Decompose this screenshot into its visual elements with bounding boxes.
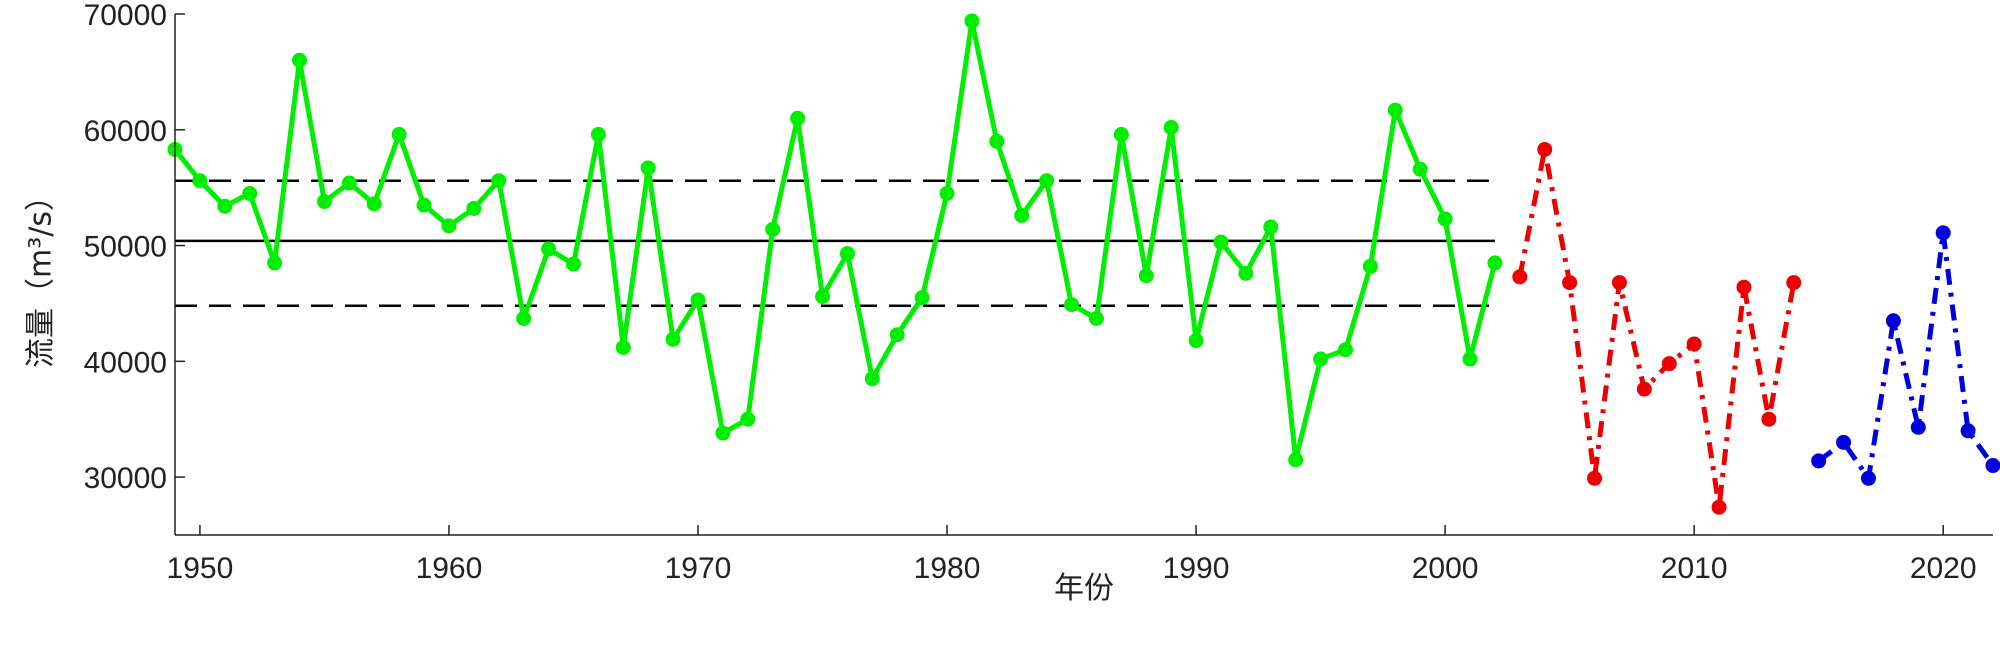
y-axis-title: 流量（m³/s） [24,181,59,368]
data-point [590,126,606,142]
data-point [391,126,407,142]
data-point [1860,470,1876,486]
data-point [1487,255,1503,271]
data-point [1686,336,1702,352]
axes [174,14,1993,536]
data-point [790,110,806,126]
data-point [864,371,880,387]
data-point [1811,453,1827,469]
series-line [173,18,1498,463]
x-tick-label: 2010 [1661,552,1728,585]
data-point [1039,173,1055,189]
data-point [217,198,233,214]
data-point [1661,356,1677,372]
x-tick-label: 1970 [665,552,732,585]
data-point [1985,458,2000,474]
series-line [1517,147,1797,510]
data-point [939,185,955,201]
data-point [267,255,283,271]
tick-layer: 30000 40000 50000 60000 70000 1950 1960 1970 198… [84,0,1977,585]
data-point [1537,141,1553,157]
data-point [815,288,831,304]
data-point [1786,275,1802,291]
series-3 [1811,225,2000,486]
x-tick-label: 1950 [167,552,234,585]
data-point [1636,381,1652,397]
data-point [615,339,631,355]
x-tick-label: 1960 [416,552,483,585]
data-point [242,185,258,201]
data-point [690,292,706,308]
data-point [466,201,482,217]
y-tick-label: 30000 [84,462,167,495]
x-axis-title: 年份 [1054,571,1114,606]
data-point [341,175,357,191]
x-tick-label: 2000 [1412,552,1479,585]
data-point [441,218,457,234]
data-point [292,52,308,68]
data-point [1313,351,1329,367]
data-point [740,411,756,427]
data-point [1138,268,1154,284]
data-point [1337,342,1353,358]
data-point [914,290,930,306]
x-tick-label: 1990 [1163,552,1230,585]
data-point [491,173,507,189]
data-point [1885,313,1901,329]
data-point [1362,258,1378,274]
data-point [1562,275,1578,291]
data-point [1163,119,1179,135]
data-point [1512,269,1528,285]
data-point [1188,332,1204,348]
data-point [715,425,731,441]
data-point [366,196,382,212]
data-point [1761,411,1777,427]
data-point [665,331,681,347]
data-point [316,194,332,210]
data-point [1935,225,1951,241]
data-point [889,327,905,343]
data-point [1088,310,1104,326]
data-point [1910,419,1926,435]
series-layer [167,13,2000,515]
data-point [1587,470,1603,486]
data-point [1014,207,1030,223]
data-point [1437,211,1453,227]
data-point [640,160,656,176]
data-point [192,173,208,189]
data-point [1064,297,1080,313]
data-point [1711,499,1727,515]
data-point [1288,452,1304,468]
data-point [1462,351,1478,367]
data-point [1213,234,1229,250]
y-tick-label: 60000 [84,115,167,148]
data-point [765,221,781,237]
data-point [1611,275,1627,291]
data-point [1736,279,1752,295]
data-point [1238,265,1254,281]
x-tick-label: 2020 [1910,552,1977,585]
y-tick-label: 40000 [84,346,167,379]
data-point [839,246,855,262]
series-1 [167,13,1503,468]
data-point [1412,161,1428,177]
data-point [989,133,1005,149]
data-point [565,256,581,272]
data-point [416,197,432,213]
data-point [541,241,557,257]
data-point [1263,219,1279,235]
y-tick-label: 70000 [84,0,167,32]
data-point [1113,126,1129,142]
series-2 [1512,141,1802,515]
y-tick-label: 50000 [84,231,167,264]
data-point [1387,102,1403,118]
reference-lines [175,179,1495,308]
data-point [1836,434,1852,450]
data-point [516,310,532,326]
data-point [964,13,980,29]
x-tick-label: 1980 [914,552,981,585]
data-point [1960,423,1976,439]
